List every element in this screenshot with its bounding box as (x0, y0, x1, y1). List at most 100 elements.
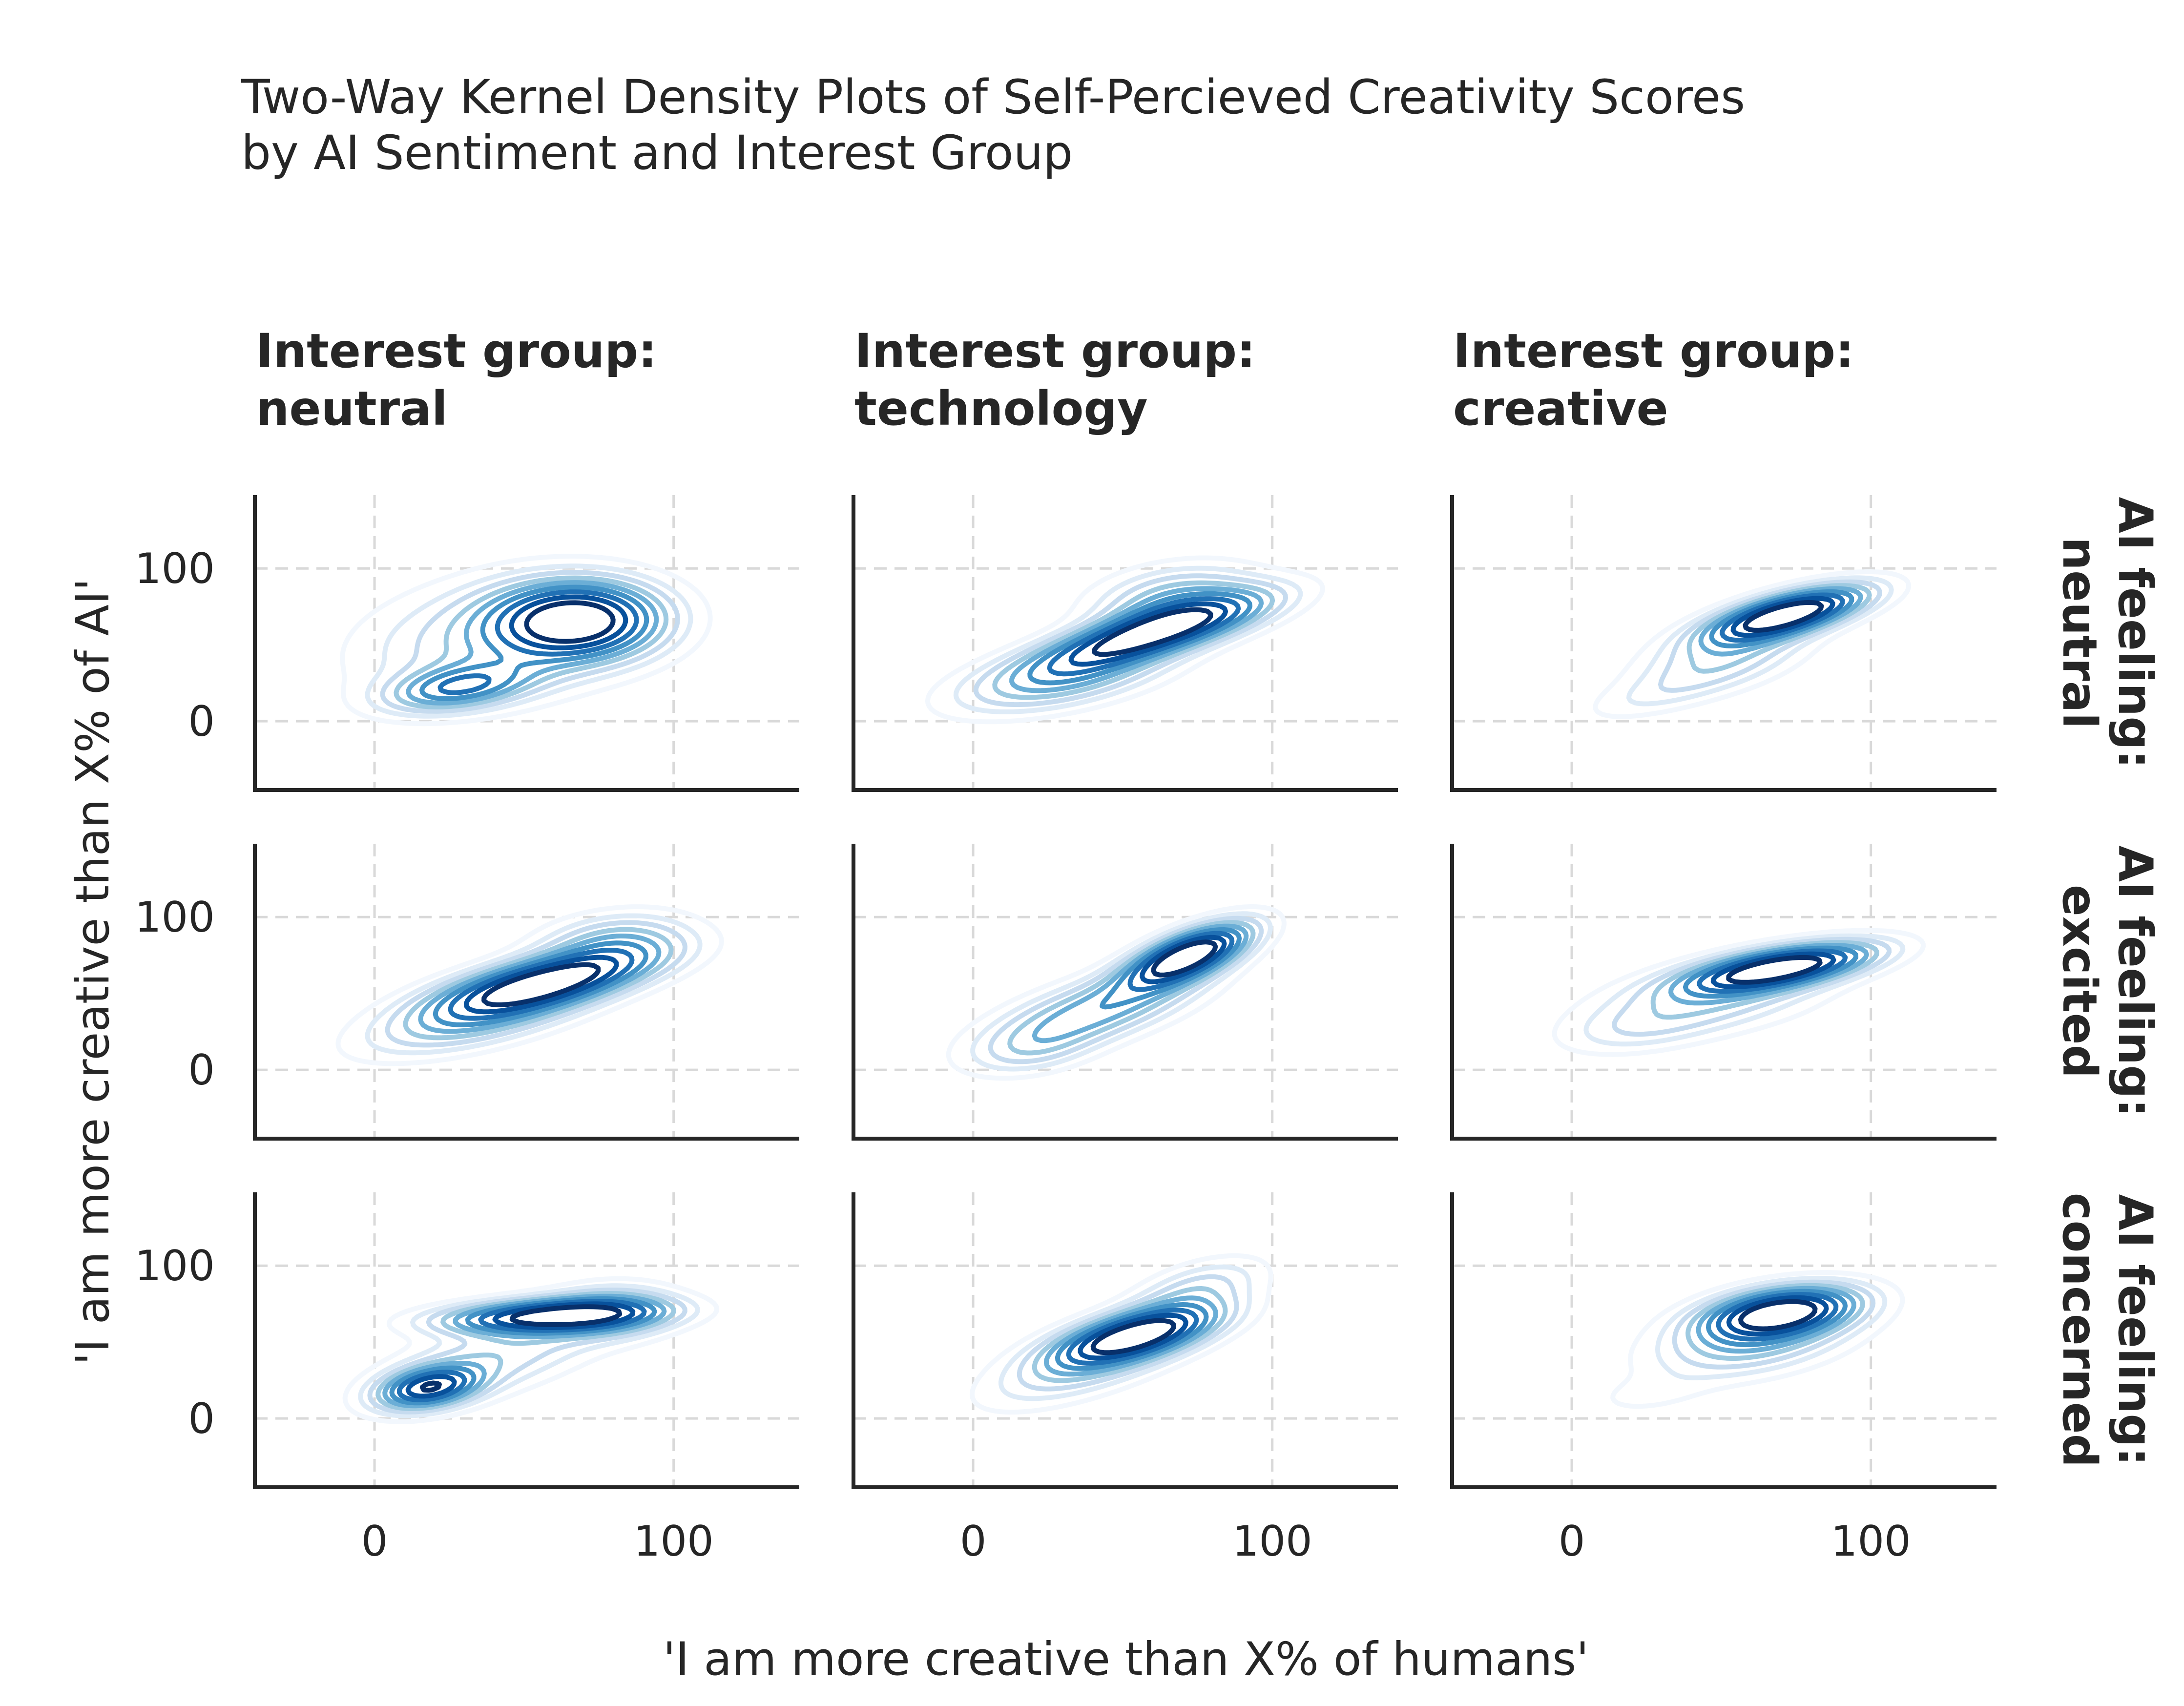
panels-layer: 0 100 0 100 0 100 0 100 0 100 0 100 (135, 495, 1997, 1566)
density-contour (1068, 601, 1228, 667)
y-tick-label: 0 (188, 1394, 215, 1443)
facet-panel: 0 100 (135, 495, 799, 792)
density-contour (367, 1288, 687, 1415)
density-contour (1658, 579, 1882, 693)
figure-title-line: Two-Way Kernel Density Plots of Self-Per… (241, 70, 1745, 125)
density-contour (1743, 600, 1824, 633)
density-contour (1032, 923, 1249, 1043)
facet-panel: 0 100 (852, 1192, 1398, 1566)
x-tick-label: 0 (361, 1517, 388, 1566)
density-contour (1593, 569, 1912, 719)
density-contour (953, 565, 1303, 714)
density-contour (375, 1291, 676, 1411)
svg-text:AI feeling:excited: AI feeling:excited (2052, 846, 2163, 1118)
x-axis-label: 'I am more creative than X% of humans' (663, 1633, 1589, 1686)
density-contour (1055, 1302, 1209, 1371)
density-contour (403, 927, 674, 1040)
density-contour (1626, 575, 1894, 707)
row-titles: AI feeling:neutral AI feeling:excited AI f… (2052, 497, 2163, 1468)
density-contour (418, 934, 662, 1034)
density-contour (405, 1301, 636, 1399)
y-tick-label: 100 (135, 544, 215, 593)
density-contour (524, 600, 616, 644)
density-contour (419, 1304, 623, 1393)
density-contour (1100, 927, 1242, 1010)
density-contour (358, 1283, 700, 1418)
facet-panel: 0 100 0 100 (135, 1192, 799, 1566)
x-tick-label: 100 (1232, 1517, 1312, 1566)
density-contour (335, 904, 724, 1066)
density-contour (1706, 1289, 1848, 1348)
density-contour (1612, 936, 1892, 1037)
density-contour (992, 580, 1275, 700)
density-contour (1009, 586, 1264, 693)
figure-title-line: by AI Sentiment and Interest Group (241, 125, 1073, 180)
x-tick-label: 100 (1831, 1517, 1911, 1566)
density-contour (1066, 1308, 1199, 1366)
figure-title: Two-Way Kernel Density Plots of Self-Per… (241, 70, 1745, 180)
density-contour (380, 570, 680, 714)
y-axis-label: 'I am more creative than X% of AI' (66, 578, 120, 1365)
density-contour (970, 1253, 1273, 1415)
density-contour (973, 573, 1288, 707)
density-contour (1127, 931, 1235, 992)
density-contour (419, 584, 649, 701)
density-contour (1726, 955, 1823, 985)
density-contour (433, 940, 648, 1027)
density-contour (448, 948, 635, 1021)
density-contour (1017, 1274, 1239, 1392)
y-tick-label: 0 (188, 1046, 215, 1095)
density-contour (406, 580, 659, 706)
density-contour (1730, 596, 1835, 638)
density-contour (1583, 933, 1906, 1047)
density-contour (481, 962, 601, 1007)
density-contour (1685, 1283, 1865, 1361)
density-contour (1043, 1295, 1218, 1377)
density-contour (1151, 939, 1218, 978)
row-title: AI feeling:excited (2052, 846, 2163, 1118)
density-contour (1047, 596, 1241, 677)
density-contour (1716, 1292, 1839, 1342)
density-contour (1726, 1295, 1829, 1337)
x-tick-label: 100 (634, 1517, 714, 1566)
density-contour (970, 911, 1273, 1072)
facet-panel: 0 100 (135, 844, 799, 1141)
density-contour (385, 920, 687, 1048)
density-contour (1696, 1286, 1856, 1354)
y-tick-label: 0 (188, 697, 215, 746)
facet-panel (852, 844, 1398, 1141)
x-tick-label: 0 (1559, 1517, 1585, 1566)
svg-text:AI feeling:concerned: AI feeling:concerned (2052, 1193, 2163, 1468)
density-contour (342, 1276, 720, 1424)
facet-panel (1450, 495, 1997, 792)
column-title: Interest group: creative (1453, 324, 1854, 436)
density-contour (437, 589, 639, 695)
density-contour (946, 904, 1287, 1081)
density-contour (509, 594, 628, 650)
density-contour (1552, 928, 1926, 1057)
density-contour (1078, 1312, 1188, 1361)
density-contour (1090, 1318, 1176, 1355)
row-title: AI feeling:neutral (2052, 497, 2163, 769)
facet-panel (1450, 844, 1997, 1141)
column-title: Interest group: neutral (256, 324, 657, 436)
density-contour (1655, 1275, 1888, 1380)
density-contour (1140, 935, 1227, 984)
density-contour (365, 913, 703, 1056)
density-contour (1092, 607, 1213, 657)
column-titles: Interest group: neutral Interest group: tec… (256, 324, 1854, 436)
density-contour (340, 554, 713, 727)
density-contour (463, 955, 619, 1015)
facet-panel: 0 100 (1450, 1192, 1997, 1566)
density-contour (1007, 920, 1256, 1056)
density-contour (1710, 951, 1836, 989)
column-title: Interest group: technology (854, 324, 1255, 436)
density-contour (394, 575, 669, 709)
density-contour (988, 915, 1264, 1064)
density-contour (1738, 1299, 1818, 1332)
row-title: AI feeling:concerned (2052, 1193, 2163, 1468)
density-contour (1672, 1279, 1876, 1370)
density-contour (998, 1264, 1252, 1401)
facet-panel (852, 495, 1398, 792)
